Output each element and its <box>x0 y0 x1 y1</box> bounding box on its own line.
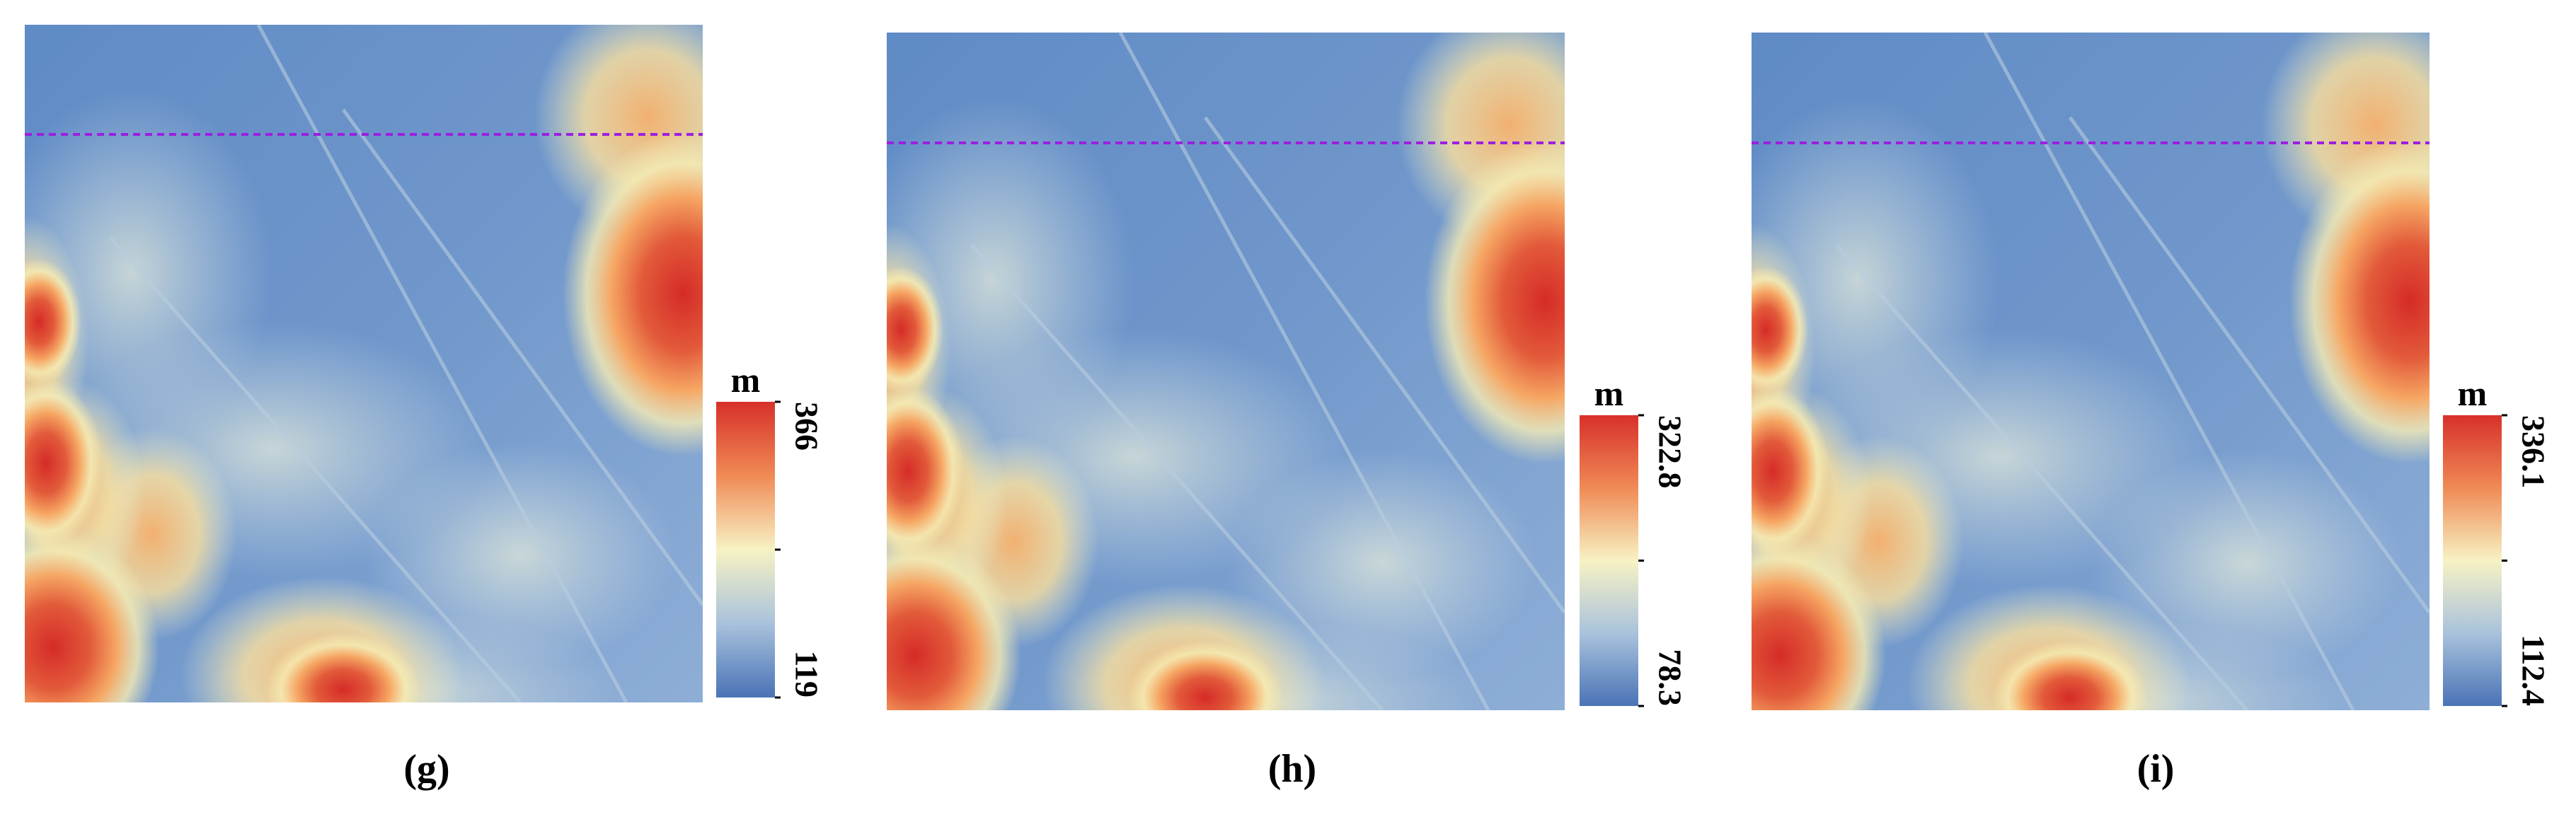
panel-label: (g) <box>403 747 449 791</box>
elevation-map <box>25 25 703 702</box>
colorbar-max-label: 322.8 <box>1652 415 1688 489</box>
panel-label: (i) <box>2137 747 2175 791</box>
elevation-map <box>1752 33 2430 710</box>
colorbar-unit: m <box>1594 374 1624 413</box>
colorbar-min-label: 112.4 <box>2515 635 2551 706</box>
elevation-map <box>887 33 1565 710</box>
colorbar <box>2443 415 2502 706</box>
colorbar-max-label: 366 <box>788 402 824 451</box>
colorbar-unit: m <box>731 360 761 400</box>
colorbar <box>716 402 775 697</box>
colorbar-unit: m <box>2458 374 2488 413</box>
colorbar-min-label: 78.3 <box>1652 649 1688 707</box>
panel-label: (h) <box>1268 747 1316 791</box>
panel: m 322.8 78.3 <box>887 33 1688 710</box>
colorbar-min-label: 119 <box>788 651 824 697</box>
colorbar-max-label: 336.1 <box>2515 415 2551 489</box>
panel: m 366 119 <box>25 25 824 702</box>
panel: m 336.1 112.4 <box>1752 33 2551 710</box>
colorbar <box>1580 415 1638 706</box>
